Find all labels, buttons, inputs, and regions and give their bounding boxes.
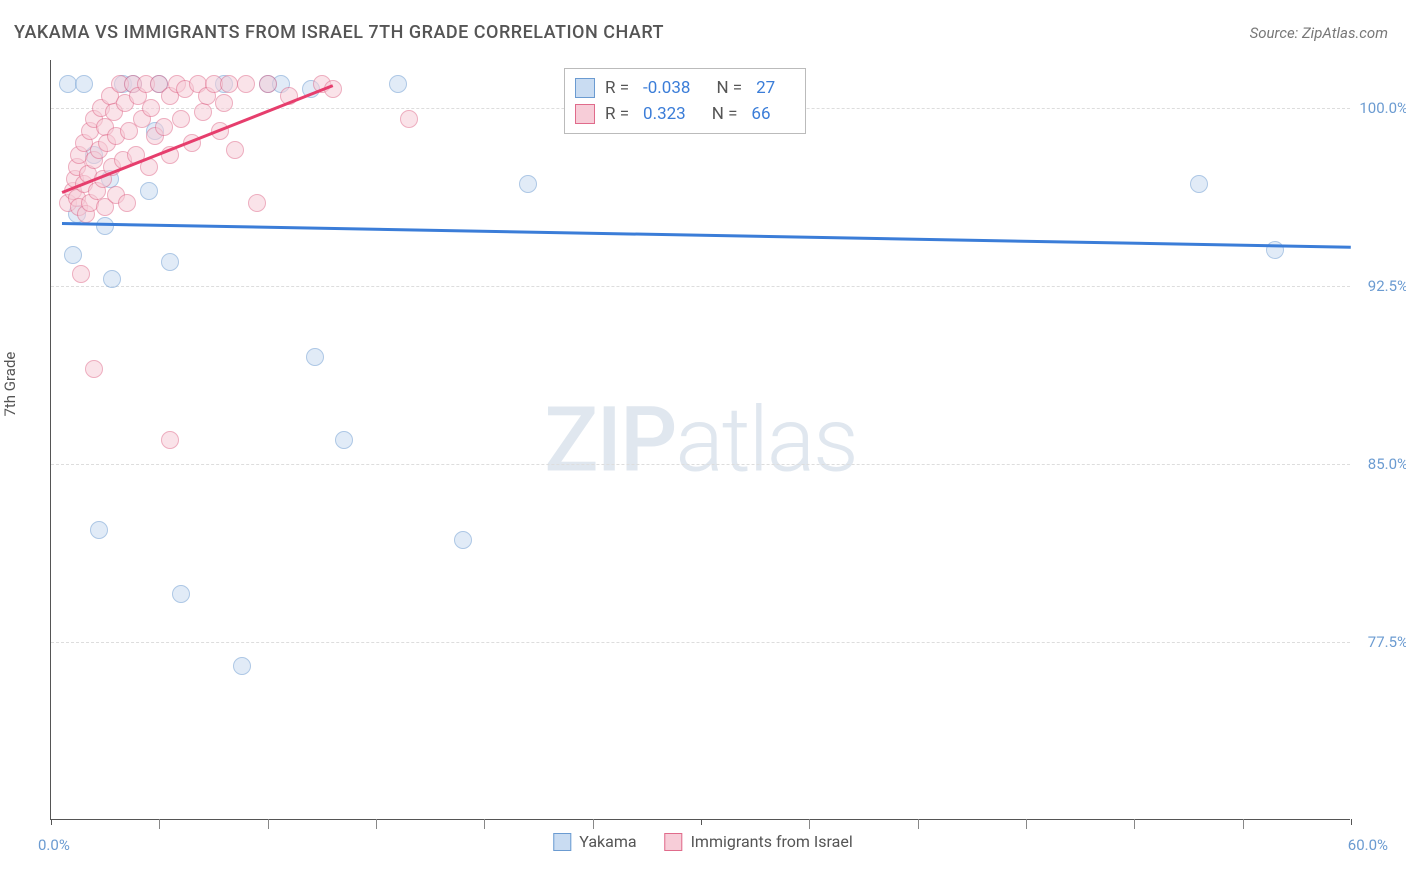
stat-n-value: 27 [752, 78, 791, 98]
x-tick-minor [593, 819, 594, 829]
data-point [389, 75, 407, 93]
stats-legend: R =-0.038N =27R =0.323N =66 [564, 68, 806, 134]
x-tick-minor [159, 819, 160, 829]
data-point [172, 110, 190, 128]
data-point [335, 431, 353, 449]
stat-n-label: N = [712, 104, 738, 124]
data-point [118, 194, 136, 212]
legend-swatch [575, 78, 595, 98]
data-point [155, 118, 173, 136]
data-point [454, 531, 472, 549]
data-point [72, 265, 90, 283]
data-point [233, 657, 251, 675]
data-point [161, 253, 179, 271]
data-point [75, 75, 93, 93]
stats-legend-row: R = -0.038 N = 27 [575, 75, 791, 101]
legend-swatch [575, 104, 595, 124]
stats-legend-row: R = 0.323 N = 66 [575, 101, 791, 127]
x-tick-major [1351, 819, 1352, 825]
x-tick-minor [1026, 819, 1027, 829]
data-point [96, 217, 114, 235]
data-point [248, 194, 266, 212]
legend-swatch [553, 833, 571, 851]
x-axis-min-label: 0.0% [38, 836, 70, 854]
plot-area: ZIPatlas 100.0%92.5%85.0%77.5% [50, 60, 1350, 820]
gridline [51, 642, 1350, 643]
series-legend: Yakama Immigrants from Israel [553, 832, 852, 851]
legend-item: Yakama [553, 832, 636, 851]
data-point [306, 348, 324, 366]
data-point [161, 431, 179, 449]
data-point [215, 94, 233, 112]
data-point [237, 75, 255, 93]
legend-label: Yakama [579, 832, 636, 851]
data-point [103, 270, 121, 288]
stat-r-value: -0.038 [639, 78, 706, 98]
data-point [519, 175, 537, 193]
x-tick-major [701, 819, 702, 825]
legend-item: Immigrants from Israel [665, 832, 853, 851]
data-point [172, 585, 190, 603]
stat-r-label: R = [605, 78, 629, 98]
chart-container: YAKAMA VS IMMIGRANTS FROM ISRAEL 7TH GRA… [0, 0, 1406, 892]
data-point [1190, 175, 1208, 193]
x-tick-minor [918, 819, 919, 829]
legend-swatch [665, 833, 683, 851]
chart-title: YAKAMA VS IMMIGRANTS FROM ISRAEL 7TH GRA… [14, 22, 664, 43]
x-tick-minor [1243, 819, 1244, 829]
x-axis-max-label: 60.0% [1348, 836, 1388, 854]
data-point [226, 141, 244, 159]
data-point [85, 360, 103, 378]
watermark: ZIPatlas [544, 387, 857, 492]
data-point [400, 110, 418, 128]
x-tick-minor [376, 819, 377, 829]
stat-r-label: R = [605, 104, 629, 124]
data-point [64, 246, 82, 264]
data-point [142, 99, 160, 117]
gridline [51, 286, 1350, 287]
legend-label: Immigrants from Israel [691, 832, 853, 851]
y-tick-label: 77.5% [1368, 633, 1406, 651]
data-point [90, 521, 108, 539]
data-point [259, 75, 277, 93]
data-point [220, 75, 238, 93]
data-point [194, 103, 212, 121]
x-tick-minor [1134, 819, 1135, 829]
x-tick-major [51, 819, 52, 825]
gridline [51, 464, 1350, 465]
y-tick-label: 92.5% [1368, 277, 1406, 295]
x-tick-minor [484, 819, 485, 829]
stat-n-value: 66 [747, 104, 786, 124]
source-credit: Source: ZipAtlas.com [1250, 24, 1388, 42]
y-tick-label: 100.0% [1359, 99, 1406, 117]
y-tick-label: 85.0% [1368, 455, 1406, 473]
y-axis-label: 7th Grade [1, 352, 19, 417]
stat-r-value: 0.323 [639, 104, 702, 124]
x-tick-minor [809, 819, 810, 829]
x-tick-minor [268, 819, 269, 829]
stat-n-label: N = [716, 78, 742, 98]
data-point [140, 182, 158, 200]
trend-line [62, 222, 1351, 248]
